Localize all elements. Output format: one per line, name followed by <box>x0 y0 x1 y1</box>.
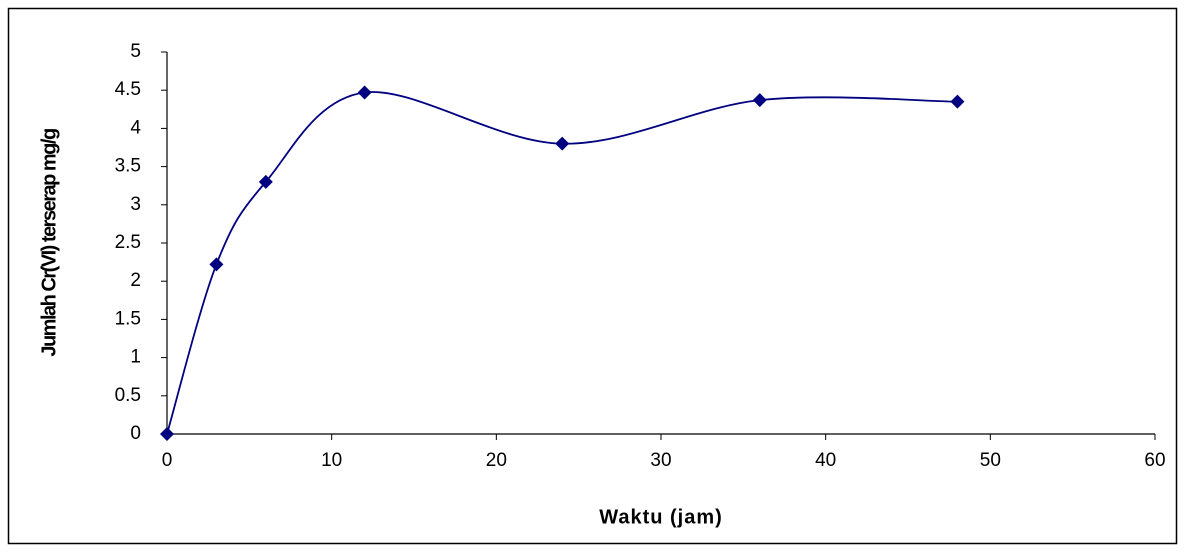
data-point <box>752 93 767 108</box>
y-tick-label: 4.5 <box>115 79 141 100</box>
x-tick-label: 30 <box>650 450 671 471</box>
y-tick-label: 1 <box>130 347 141 368</box>
y-tick-label: 2.5 <box>115 232 141 253</box>
data-point <box>160 427 174 441</box>
y-tick-label: 2 <box>130 270 141 291</box>
x-tick-label: 0 <box>162 450 173 471</box>
chart-frame <box>7 7 1178 545</box>
y-tick-label: 0 <box>130 423 141 444</box>
y-tick-label: 5 <box>130 41 141 62</box>
data-point <box>258 174 273 189</box>
data-point <box>555 136 570 151</box>
y-tick-label: 3 <box>130 194 141 215</box>
data-point <box>357 85 372 100</box>
x-tick-label: 40 <box>815 450 836 471</box>
y-tick-label: 4 <box>130 117 141 138</box>
y-axis-title: Jumlah Cr(VI) terserap mg/g <box>38 129 60 357</box>
x-tick-label: 10 <box>321 450 342 471</box>
y-tick-label: 0.5 <box>115 385 141 406</box>
y-tick-label: 1.5 <box>115 308 141 329</box>
x-tick-label: 50 <box>980 450 1001 471</box>
data-point <box>209 257 224 272</box>
x-tick-label: 20 <box>486 450 507 471</box>
data-point <box>950 94 965 109</box>
x-axis-title: Waktu (jam) <box>599 506 723 528</box>
x-tick-label: 60 <box>1144 450 1165 471</box>
y-tick-label: 3.5 <box>115 156 141 177</box>
